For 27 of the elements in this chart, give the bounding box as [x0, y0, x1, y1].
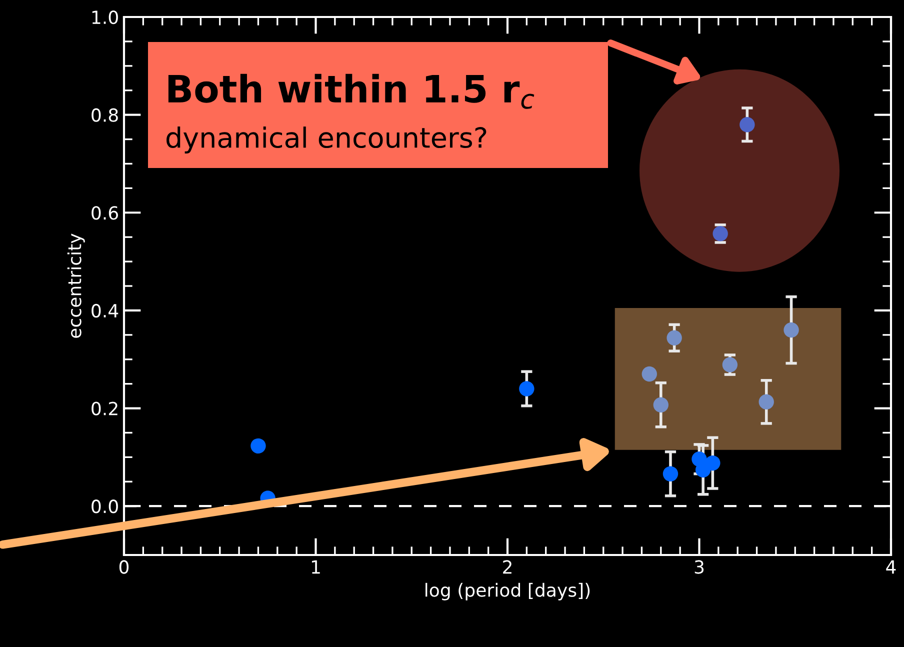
y-tick-label: 0.0 — [92, 500, 118, 514]
point — [758, 394, 774, 410]
point — [722, 357, 738, 372]
y-tick-label: 0.8 — [92, 108, 118, 122]
y-tick-label: 1.0 — [92, 10, 118, 24]
x-tick-label: 0 — [119, 560, 129, 574]
point — [712, 226, 728, 242]
point — [642, 366, 657, 382]
point — [653, 397, 669, 412]
y-tick-label: 0.6 — [92, 206, 118, 220]
point — [666, 330, 682, 346]
x-tick-label: 1 — [312, 560, 320, 574]
x-tick-label: 4 — [886, 560, 896, 574]
point — [740, 116, 755, 132]
annotation: Both within 1.5 r$_{c}$ — [168, 74, 534, 109]
point — [519, 381, 534, 396]
annotation: dynamical encounters? — [166, 126, 486, 154]
y-tick-label: 0.2 — [92, 402, 118, 416]
point — [662, 466, 678, 482]
y-tick-label: 0.4 — [92, 304, 118, 318]
point — [784, 322, 799, 338]
point — [705, 455, 720, 471]
x-tick-label: 2 — [503, 560, 512, 574]
point — [250, 438, 266, 454]
x-axis-title: log (period [days]) — [426, 582, 590, 600]
y-axis-title: eccentricity — [67, 234, 85, 338]
x-tick-label: 3 — [694, 560, 704, 574]
